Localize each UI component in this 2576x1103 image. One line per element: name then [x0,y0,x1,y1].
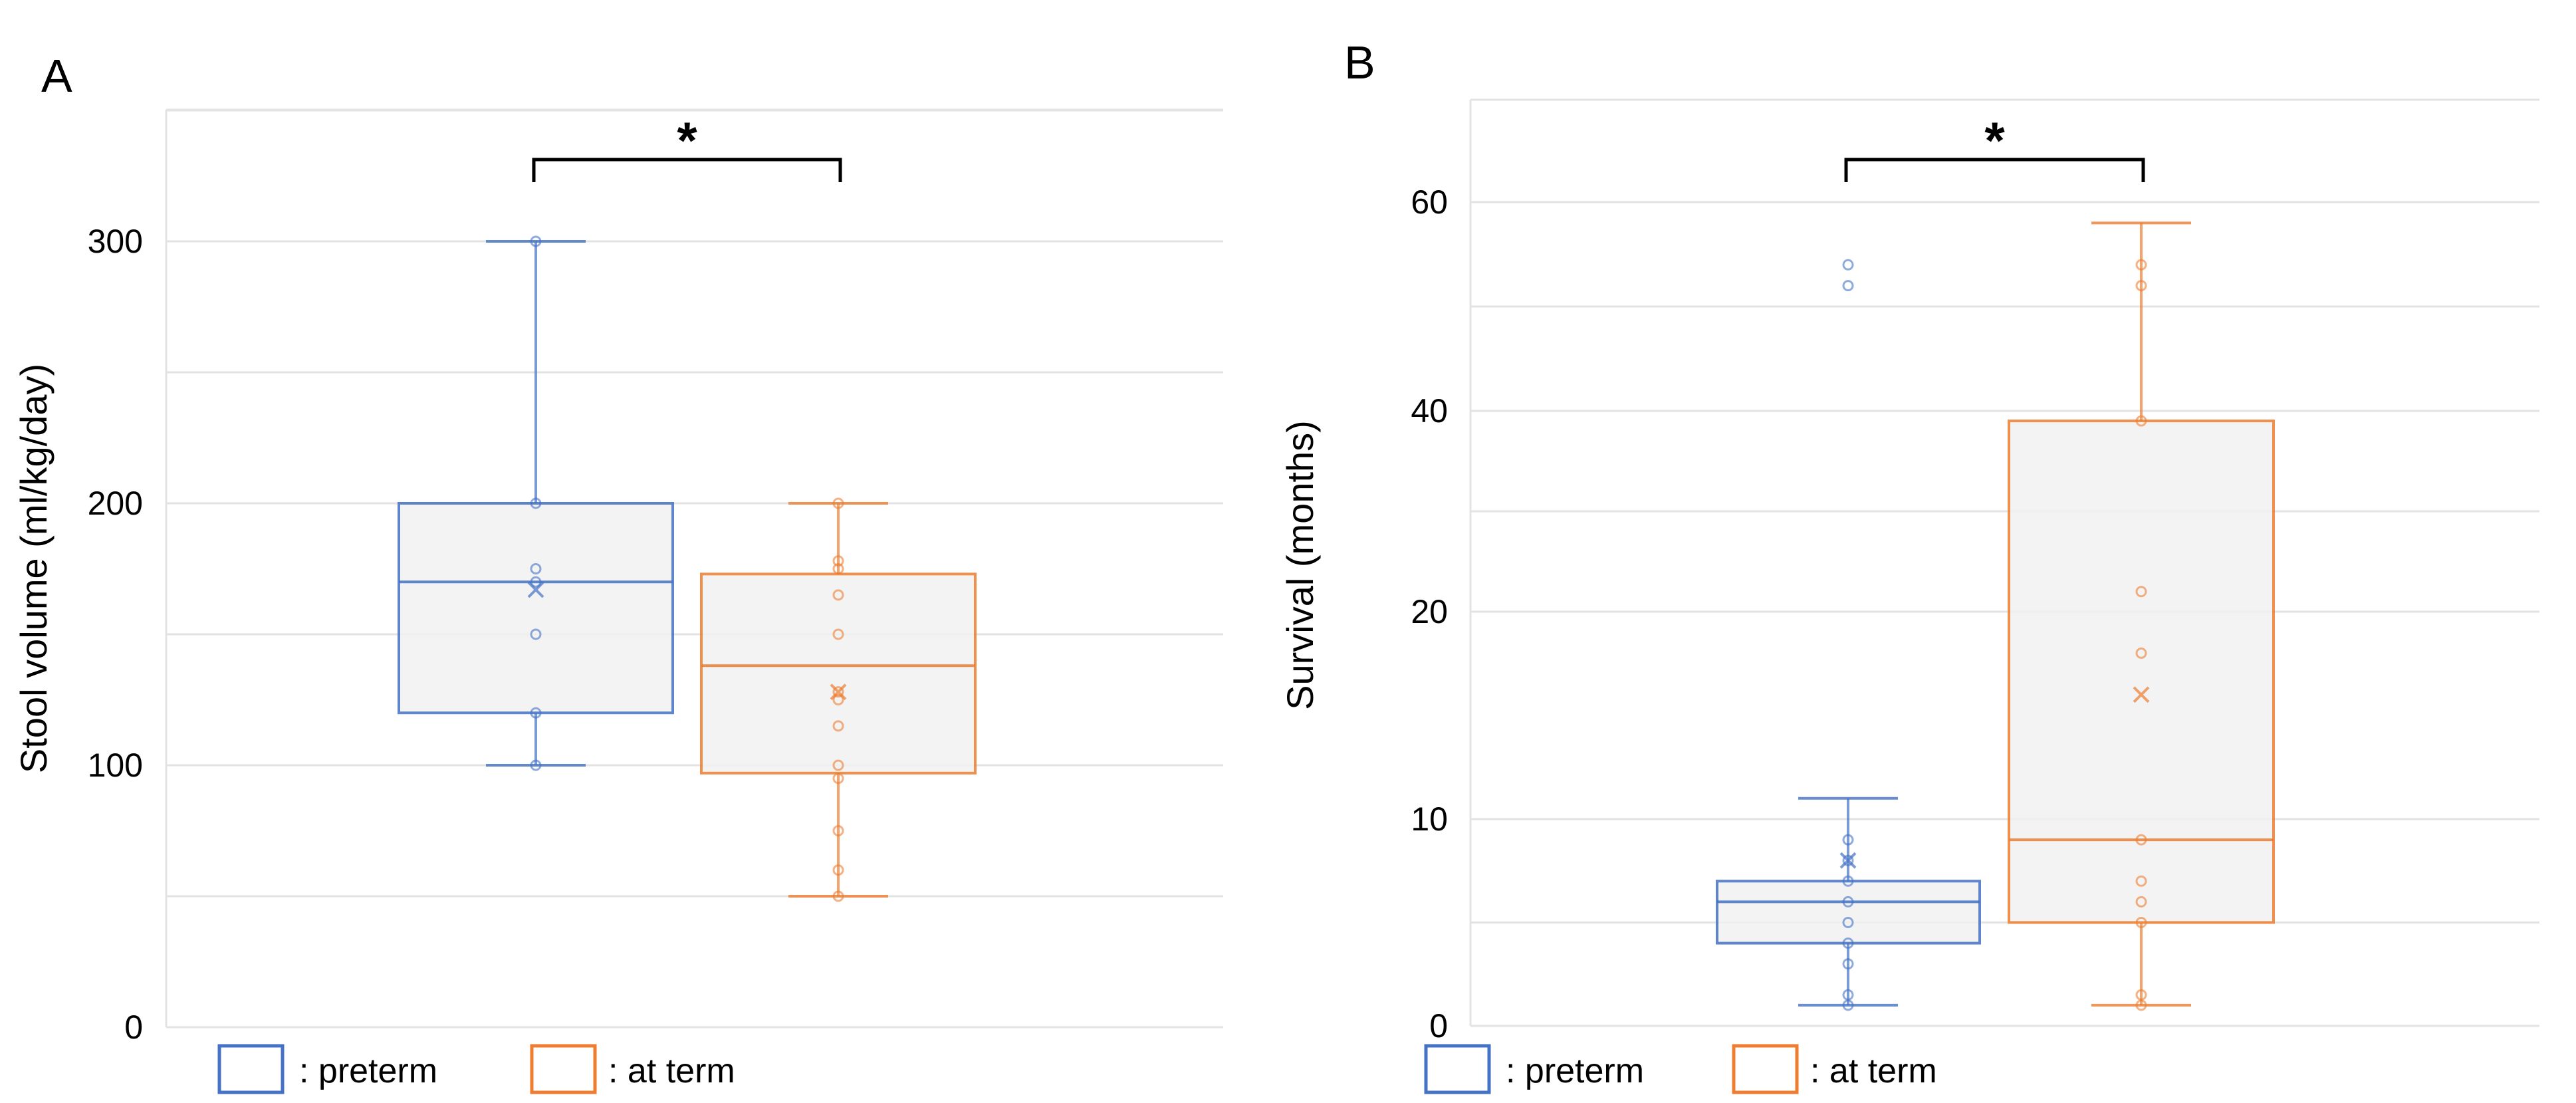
data-point [2135,989,2147,1001]
data-point [832,890,844,902]
iqr-box [2008,420,2275,924]
mean-marker [830,683,847,701]
mean-marker-stroke [2133,686,2150,703]
data-point [832,720,844,732]
panel-letter: A [41,50,72,102]
legend-swatch [1732,1044,1799,1094]
y-tick-label: 20 [1411,593,1448,630]
significance-bracket: * [1844,111,2145,182]
mean-marker [2133,686,2150,703]
y-tick-label: 100 [88,747,143,784]
data-point [2135,259,2147,271]
data-point [832,497,844,509]
data-point [1842,280,1854,292]
legend: : preterm : at term [1424,1044,1937,1094]
data-point [1842,854,1854,866]
bracket-line [532,158,842,182]
legend-label: : at term [608,1052,735,1090]
data-point [832,825,844,836]
iqr-box [398,502,674,715]
data-point [2135,875,2147,887]
data-point [1842,875,1854,887]
y-tick-label: 0 [1429,1007,1448,1044]
data-point [1842,937,1854,949]
data-point [832,694,844,705]
y-axis-title: Stool volume (ml/kg/day) [13,364,55,773]
data-point [1842,917,1854,928]
data-point [832,589,844,601]
y-tick-label: 40 [1411,392,1448,429]
gridlines [166,108,1223,1029]
data-point [2135,834,2147,846]
data-point [2135,999,2147,1011]
legend-swatch [217,1044,285,1094]
iqr-box [700,572,977,775]
data-point [832,555,844,567]
data-point [2135,917,2147,928]
mean-marker-stroke [1839,852,1857,869]
data-point [530,707,542,719]
data-point [1842,896,1854,908]
legend-swatch [530,1044,597,1094]
bracket-line [1844,158,2145,182]
data-point [1842,259,1854,271]
box-at-term [2008,221,2275,1011]
mean-marker [527,581,544,598]
data-point [2135,586,2147,598]
data-point [832,628,844,640]
data-point [832,864,844,876]
y-tick-label: 300 [88,223,143,260]
y-tick-label: 10 [1411,800,1448,838]
panel-a: A 0 100 200 300 Stool volume (ml/kg/day) * : pr… [13,50,1223,1094]
data-point [2135,415,2147,427]
mean-marker-stroke [830,683,847,701]
data-point [530,235,542,247]
significance-bracket: * [532,111,842,182]
data-point [1842,834,1854,846]
significance-marker: * [1984,111,2005,170]
data-point [530,563,542,574]
panel-letter: B [1344,37,1375,88]
y-tick-label: 0 [124,1009,143,1046]
box-preterm [398,235,674,771]
data-point [530,759,542,771]
data-point [832,563,844,574]
data-point [832,686,844,698]
legend-label: : at term [1810,1052,1937,1090]
data-point [1842,999,1854,1011]
data-point [1842,958,1854,970]
legend-swatch [1424,1044,1491,1094]
iqr-box [1716,880,1981,945]
mean-marker [1839,852,1857,869]
data-point [1842,989,1854,1001]
y-tick-label: 60 [1411,184,1448,221]
data-point [530,628,542,640]
box-at-term [700,497,977,902]
data-point [530,576,542,588]
data-point [530,497,542,509]
y-tick-label: 200 [88,485,143,522]
legend: : preterm : at term [217,1044,735,1094]
y-axis-title: Survival (months) [1279,420,1321,710]
gridlines [1470,98,2539,1027]
legend-label: : preterm [299,1052,437,1090]
data-point [2135,280,2147,292]
legend-label: : preterm [1506,1052,1644,1090]
data-point [2135,647,2147,659]
panel-b: B 0 10 20 40 60 Survival (months) * : preterm : a… [1279,37,2539,1094]
data-point [832,759,844,771]
data-point [2135,896,2147,908]
significance-marker: * [677,111,697,170]
box-preterm [1716,259,1981,1011]
data-point [832,773,844,785]
mean-marker-stroke [527,581,544,598]
